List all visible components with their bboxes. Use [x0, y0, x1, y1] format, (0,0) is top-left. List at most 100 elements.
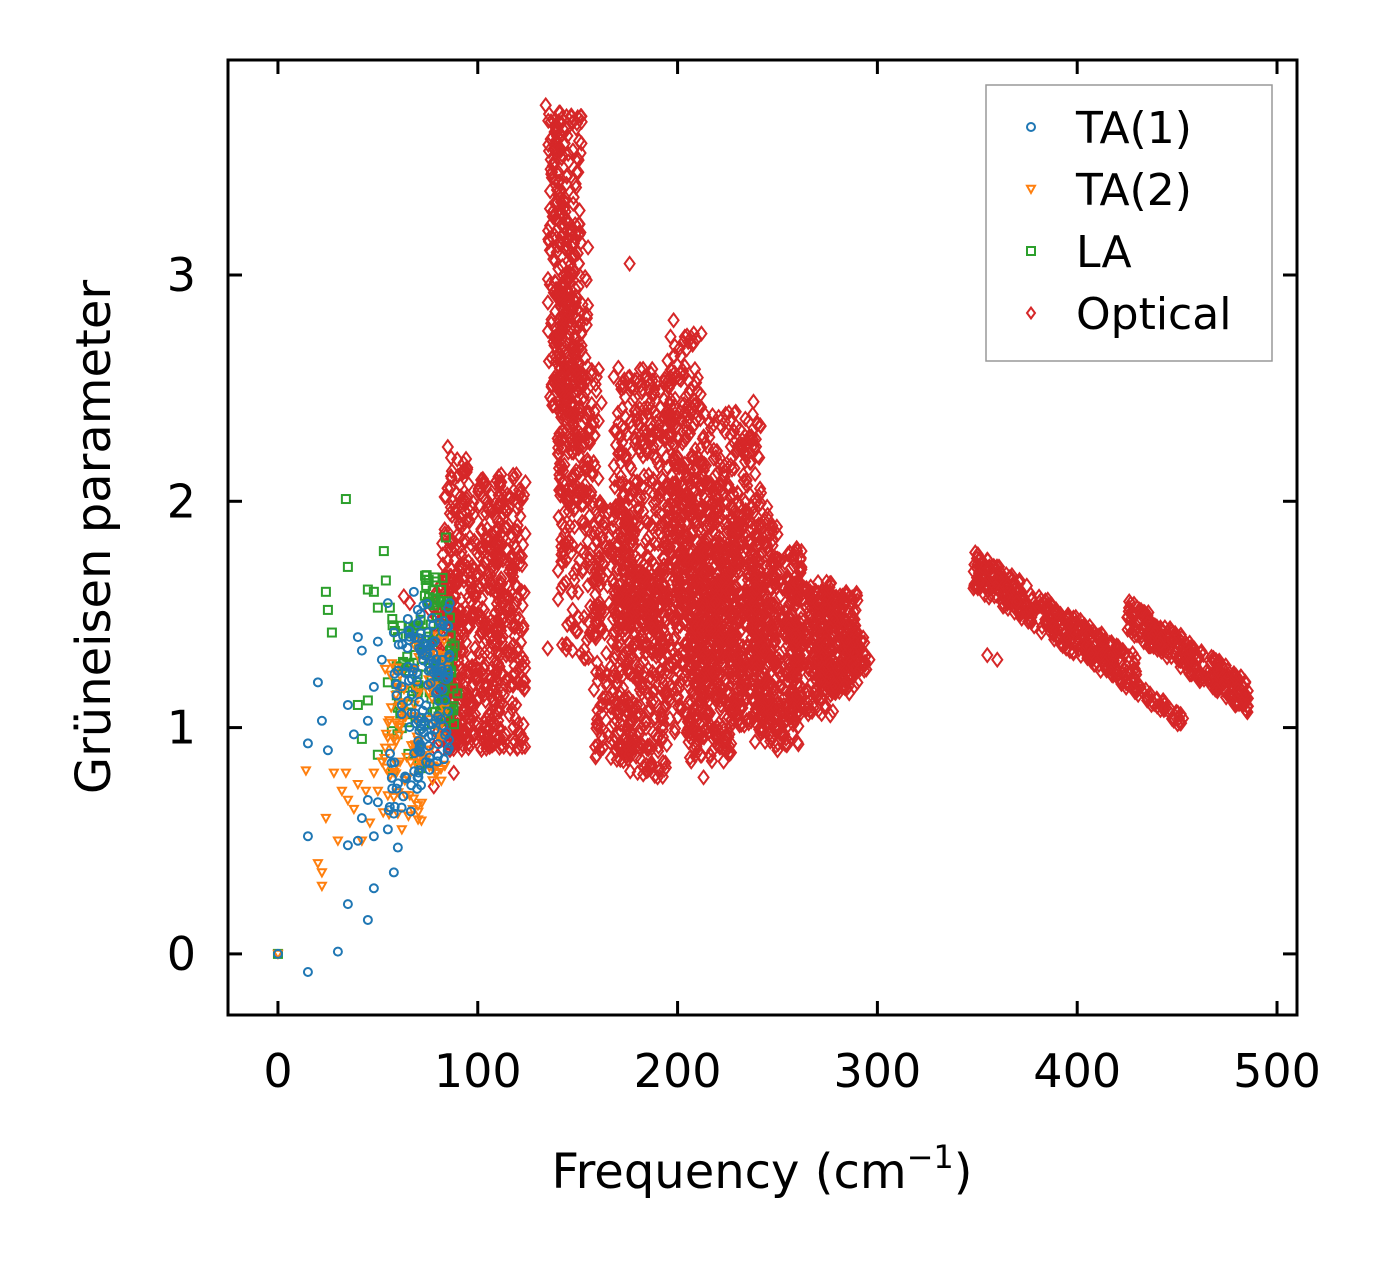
data-point	[661, 402, 675, 420]
data-point	[763, 675, 777, 693]
data-point	[707, 416, 720, 434]
data-point	[475, 522, 488, 540]
data-point	[696, 508, 709, 526]
data-point	[576, 295, 589, 313]
data-point	[467, 603, 481, 621]
data-point	[635, 384, 648, 402]
data-point	[550, 327, 563, 345]
data-point	[627, 635, 640, 653]
data-point	[822, 668, 836, 686]
data-point	[749, 599, 762, 617]
data-point	[633, 561, 647, 579]
data-point	[754, 670, 768, 688]
data-point	[487, 708, 501, 726]
data-point	[468, 532, 481, 550]
data-point	[665, 362, 679, 380]
data-point	[460, 618, 474, 636]
data-point	[730, 652, 743, 669]
data-point	[622, 745, 636, 763]
data-point	[618, 388, 632, 406]
data-point	[590, 533, 604, 551]
data-point	[555, 141, 568, 159]
data-point	[706, 407, 719, 424]
data-point	[552, 234, 566, 252]
data-point	[568, 247, 581, 265]
data-point	[748, 733, 762, 751]
data-point	[572, 583, 585, 601]
data-point	[709, 593, 722, 611]
data-point	[749, 430, 762, 448]
data-point	[630, 473, 644, 491]
data-point	[759, 708, 773, 726]
data-point	[642, 549, 655, 567]
data-point	[558, 503, 571, 521]
data-point	[591, 736, 605, 754]
data-point	[507, 718, 520, 736]
data-point	[569, 119, 583, 137]
data-point	[645, 754, 658, 772]
data-point	[592, 611, 606, 628]
data-point	[574, 107, 587, 125]
data-point	[643, 394, 656, 412]
data-point	[454, 528, 467, 546]
data-point	[673, 457, 687, 475]
data-point	[569, 622, 583, 640]
data-point	[644, 421, 657, 439]
data-point	[677, 654, 691, 671]
data-point	[719, 405, 732, 423]
data-point	[581, 454, 595, 472]
data-point	[686, 566, 699, 584]
data-point	[562, 294, 575, 312]
data-point	[669, 660, 683, 677]
data-point	[847, 644, 861, 662]
data-point	[551, 590, 565, 608]
data-point	[590, 710, 604, 728]
data-point	[580, 483, 593, 501]
data-point	[674, 549, 688, 567]
data-point	[567, 501, 581, 519]
data-point	[790, 687, 803, 705]
data-point	[449, 577, 462, 595]
data-point	[518, 672, 532, 690]
data-point	[638, 595, 652, 612]
data-point	[650, 424, 664, 441]
data-point	[455, 543, 468, 561]
data-point	[637, 663, 651, 681]
data-point	[718, 515, 731, 533]
data-point	[656, 753, 670, 771]
data-point	[678, 357, 692, 375]
data-point	[702, 616, 716, 634]
data-point	[762, 571, 776, 589]
data-point	[697, 728, 711, 746]
data-point	[630, 706, 644, 724]
data-point	[480, 538, 494, 556]
data-point	[624, 736, 638, 754]
data-point	[666, 435, 680, 453]
data-point	[733, 635, 746, 653]
data-point	[517, 715, 530, 733]
data-point	[696, 542, 710, 560]
data-point	[615, 443, 629, 461]
data-point	[554, 323, 567, 341]
data-point	[573, 429, 586, 447]
data-point	[787, 651, 801, 669]
data-point	[824, 620, 837, 638]
data-point	[566, 642, 579, 659]
data-point	[668, 436, 682, 454]
data-point	[441, 552, 455, 570]
data-point	[611, 668, 624, 686]
data-point	[757, 582, 770, 599]
data-point	[578, 268, 592, 286]
data-point	[738, 615, 752, 633]
data-point	[695, 746, 708, 764]
data-point	[703, 716, 717, 734]
data-point	[621, 720, 635, 738]
data-point	[789, 626, 803, 644]
data-point	[761, 506, 774, 524]
data-point	[766, 531, 780, 549]
data-point	[507, 646, 521, 663]
data-point	[506, 547, 519, 565]
data-point	[677, 333, 690, 351]
data-point	[633, 399, 646, 417]
data-point	[685, 525, 698, 543]
